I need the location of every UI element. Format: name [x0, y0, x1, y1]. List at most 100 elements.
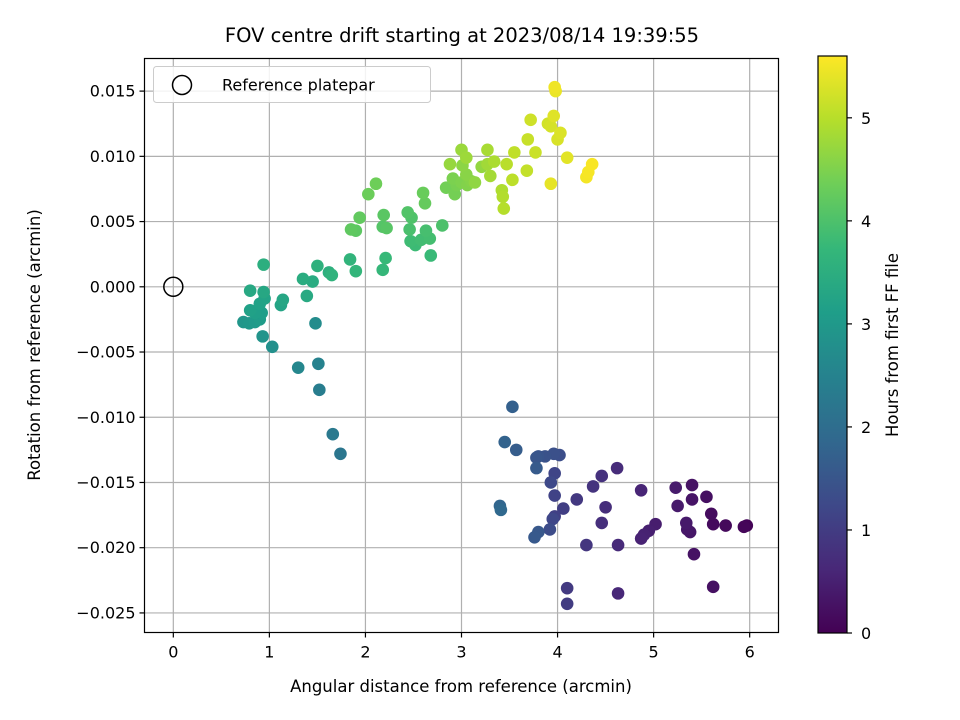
- scatter-point: [291, 361, 305, 374]
- scatter-point: [506, 400, 519, 414]
- scatter-point: [439, 181, 453, 194]
- scatter-point: [435, 219, 449, 232]
- colorbar-ticks: 0 1 2 3 4 5: [847, 109, 871, 643]
- x-tick-label: 2: [360, 643, 370, 662]
- scatter-point: [349, 264, 363, 278]
- scatter-point: [418, 197, 432, 210]
- scatter-point: [529, 146, 542, 159]
- colorbar-frame: [817, 55, 848, 634]
- scatter-point: [276, 293, 290, 307]
- colorbar-tick-label: 3: [861, 315, 871, 334]
- scatter-point: [343, 253, 357, 266]
- scatter-point: [265, 340, 279, 354]
- scatter-point: [685, 478, 699, 492]
- scatter-point: [313, 383, 326, 397]
- x-tick-label: 5: [649, 643, 659, 662]
- scatter-point: [586, 480, 600, 493]
- scatter-point: [496, 190, 510, 204]
- scatter-point: [546, 512, 560, 526]
- reference-marker: [163, 276, 184, 298]
- scatter-point: [530, 461, 543, 475]
- x-axis-ticks: 0 1 2 3 4 5 6: [168, 632, 755, 662]
- scatter-point: [548, 489, 561, 502]
- y-tick-label: −0.020: [76, 538, 135, 557]
- scatter-point: [704, 507, 718, 521]
- scatter-point: [520, 164, 534, 177]
- scatter-point: [560, 151, 574, 164]
- scatter-point: [334, 447, 347, 461]
- scatter-point: [700, 490, 713, 504]
- scatter-point: [560, 581, 574, 595]
- scatter-point: [570, 493, 584, 506]
- data-points: [237, 80, 754, 611]
- scatter-point: [557, 502, 570, 515]
- scatter-point: [468, 176, 482, 189]
- scatter-point: [500, 157, 513, 171]
- scatter-point: [379, 251, 392, 265]
- scatter-point: [679, 516, 693, 530]
- y-tick-label: 0.010: [90, 147, 136, 166]
- scatter-point: [312, 357, 325, 371]
- grid-lines: [144, 58, 779, 633]
- y-tick-label: 0.015: [90, 82, 136, 101]
- legend: Reference platepar: [153, 66, 431, 103]
- scatter-point: [344, 223, 358, 236]
- scatter-point: [543, 523, 557, 536]
- y-axis-title: Rotation from reference (arcmin): [25, 209, 44, 481]
- scatter-point: [610, 461, 624, 475]
- scatter-point: [634, 532, 648, 545]
- x-tick-label: 4: [552, 643, 562, 662]
- scatter-point: [685, 493, 699, 506]
- scatter-point: [376, 263, 390, 277]
- scatter-point: [671, 499, 684, 513]
- scatter-point: [256, 330, 269, 343]
- scatter-point: [706, 580, 720, 594]
- x-tick-label: 1: [264, 643, 274, 662]
- colorbar-fill: [818, 56, 847, 633]
- scatter-point: [521, 133, 535, 146]
- x-tick-label: 0: [168, 643, 178, 662]
- scatter-point: [403, 223, 416, 236]
- scatter-point: [524, 113, 537, 127]
- scatter-point: [309, 317, 322, 330]
- scatter-point: [484, 169, 497, 183]
- scatter-point: [560, 597, 574, 611]
- scatter-point: [634, 484, 648, 497]
- scatter-point: [528, 530, 541, 544]
- scatter-point: [424, 249, 438, 262]
- colorbar-label: Hours from first FF file: [883, 253, 902, 437]
- scatter-point: [306, 275, 319, 288]
- x-axis-title: Angular distance from reference (arcmin): [290, 677, 632, 696]
- scatter-point: [611, 587, 625, 600]
- scatter-point: [380, 221, 393, 235]
- y-tick-label: 0.005: [90, 212, 136, 231]
- scatter-point: [498, 435, 512, 449]
- scatter-point: [460, 151, 473, 164]
- scatter-point: [243, 284, 257, 298]
- scatter-point: [300, 289, 314, 303]
- scatter-point: [243, 303, 257, 317]
- scatter-point: [544, 476, 558, 489]
- scatter-point: [580, 538, 593, 552]
- colorbar-tick-label: 2: [861, 418, 871, 437]
- scatter-point: [404, 234, 417, 248]
- legend-marker-icon: [171, 74, 193, 96]
- scatter-point: [687, 547, 701, 561]
- scatter-point: [737, 520, 751, 534]
- scatter-point: [544, 120, 558, 133]
- scatter-point: [443, 157, 457, 171]
- y-axis-ticks: −0.025 −0.020 −0.015 −0.010 −0.005 0.000 0.005…: [76, 82, 145, 622]
- scatter-point: [326, 427, 340, 441]
- y-tick-label: −0.015: [76, 473, 135, 492]
- x-tick-label: 6: [745, 643, 755, 662]
- legend-label: Reference platepar: [222, 76, 375, 95]
- scatter-point: [362, 187, 375, 201]
- scatter-point: [369, 177, 383, 191]
- scatter-point: [548, 80, 561, 94]
- scatter-point: [554, 126, 567, 140]
- scatter-point: [353, 211, 366, 224]
- colorbar: 0 1 2 3 4 5 Hours from first FF file: [817, 55, 902, 643]
- colorbar-tick-label: 4: [861, 212, 871, 231]
- scatter-point: [611, 538, 625, 552]
- scatter-point: [257, 285, 270, 299]
